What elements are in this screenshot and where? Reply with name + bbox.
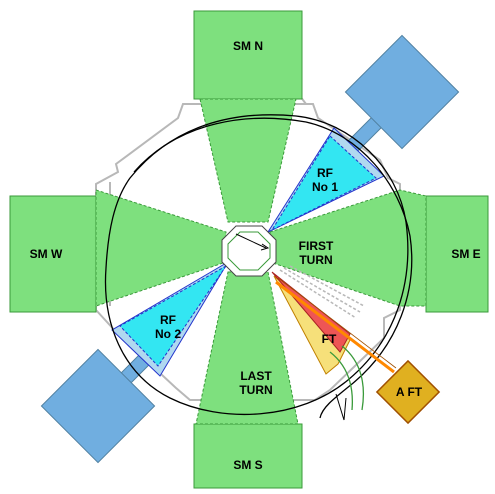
sm-west-label: SM W bbox=[30, 247, 63, 261]
rf2-coupler-box bbox=[40, 348, 156, 464]
first-turn-label-line1: FIRST bbox=[299, 239, 334, 253]
sm-east-label: SM E bbox=[451, 247, 480, 261]
rf1-coupler-box bbox=[344, 34, 460, 150]
ft-label: FT bbox=[322, 332, 337, 346]
sm-south-label: SM S bbox=[233, 458, 262, 472]
sm-south-yoke bbox=[193, 423, 303, 489]
first-turn-orbit bbox=[235, 233, 267, 249]
aft-box: A FT bbox=[375, 359, 441, 425]
sm-west-magnet: SM W bbox=[9, 189, 227, 313]
first-turn-label-line2: TURN bbox=[299, 253, 332, 267]
last-turn-orbit bbox=[104, 114, 409, 416]
extraction-orbit bbox=[133, 117, 413, 419]
sm-south-pole-sector bbox=[195, 271, 299, 425]
rf-cavity-1: RF No 1 bbox=[266, 34, 460, 234]
rf2-dee bbox=[119, 265, 227, 367]
aft-label: A FT bbox=[396, 385, 423, 399]
rf1-dee bbox=[270, 135, 377, 232]
central-region bbox=[221, 225, 277, 277]
rf2-label-line2: No 2 bbox=[155, 327, 181, 341]
last-turn-label-line2: TURN bbox=[239, 383, 272, 397]
rf2-label-line1: RF bbox=[160, 313, 176, 327]
last-turn-label-line1: LAST bbox=[240, 369, 272, 383]
sm-north-magnet: SM N bbox=[193, 10, 303, 223]
sm-north-pole-sector bbox=[199, 98, 297, 223]
rf1-label-line2: No 1 bbox=[312, 180, 338, 194]
ft-gray-lines bbox=[279, 265, 365, 319]
sm-east-magnet: SM E bbox=[269, 189, 489, 313]
sm-north-label: SM N bbox=[233, 39, 263, 53]
sm-west-yoke bbox=[9, 195, 97, 313]
extraction-channel bbox=[329, 345, 365, 421]
sm-south-magnet: SM S bbox=[193, 271, 303, 489]
orbits bbox=[104, 114, 413, 419]
rf-cavity-2: RF No 2 bbox=[40, 261, 229, 464]
sm-east-yoke bbox=[425, 195, 489, 313]
extraction-beamline bbox=[275, 277, 397, 374]
sm-north-yoke bbox=[193, 10, 303, 100]
rf1-label-line1: RF bbox=[317, 166, 333, 180]
